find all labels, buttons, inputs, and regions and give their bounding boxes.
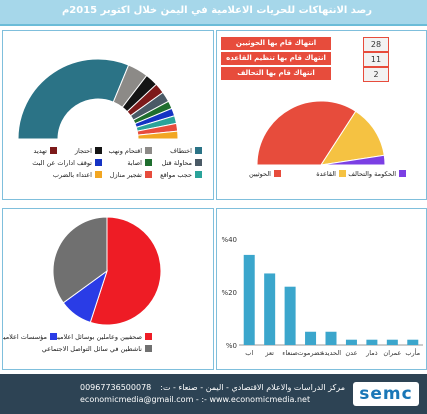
bar [305, 331, 317, 345]
bar [243, 254, 255, 345]
x-tick-label: حضرموت [297, 349, 323, 357]
bar [366, 339, 378, 345]
legend-label: اصابة [127, 159, 142, 167]
x-tick-label: الحديدة [321, 349, 341, 357]
legend-swatch [195, 171, 202, 178]
x-tick-label: تعز [264, 349, 274, 357]
half-pie-slice-1 [319, 110, 385, 166]
panel-governorates: %0 %20 %40 اب تعز صنعاء حضرموت الحديدة عدن ذمار عم… [216, 208, 427, 370]
legend-label: تهديد [34, 147, 48, 155]
legend-swatch [145, 345, 152, 352]
legend-swatch [95, 147, 102, 154]
legend-label: الحوثيين [249, 170, 271, 178]
pie-chart: صحفيين وعاملين بوسائل اعلامية مؤسسات اعلا… [0, 216, 162, 353]
legend-label: ناشطين في سائل التواصل الاجتماعي [42, 345, 142, 353]
bar [386, 339, 398, 345]
panel-perpetrators: الحوثيين القاعدة الحكومة والتحالف انتهاك ق… [216, 30, 427, 200]
title-bar: رصد الانتهاكات للحريات الاعلامية في اليم… [0, 0, 427, 26]
footer-phone: 00967736500078 [80, 383, 152, 392]
legend-label: توقف ادارات عن البث [32, 159, 92, 167]
bar [264, 273, 276, 345]
footer: semc مركز الدراسات والاعلام الاقتصادي - … [0, 374, 427, 414]
logo: semc [353, 382, 419, 406]
y-tick-label: %20 [221, 289, 237, 297]
perpetrator-badge-label: انتهاك قام بها تنظيم القاعده [221, 52, 331, 65]
footer-line-1: مركز الدراسات والاعلام الاقتصادي - اليمن… [160, 383, 345, 392]
legend-swatch [195, 147, 202, 154]
legend-swatch [145, 159, 152, 166]
legend-swatch [50, 147, 57, 154]
x-tick-label: اب [245, 349, 253, 357]
legend-swatch [399, 170, 406, 177]
legend-label: تفجير منازل [110, 171, 142, 179]
legend-label: صحفيين وعاملين بوسائل اعلامية [55, 333, 143, 341]
bar [325, 331, 337, 345]
bar [407, 339, 419, 345]
panel-violation-types: اختطاف اقتحام ونهب احتجاز تهديد محاولة قتل اص… [2, 30, 214, 200]
footer-line-2: economicmedia@gmail.com - :- www.economi… [80, 395, 311, 404]
perpetrator-badge-count: 28 [363, 37, 389, 52]
pie-slice-2 [52, 216, 108, 304]
legend-swatch [145, 147, 152, 154]
legend-swatch [274, 170, 281, 177]
panel-victims: صحفيين وعاملين بوسائل اعلامية مؤسسات اعلا… [0, 208, 214, 370]
legend-label: القاعدة [316, 170, 336, 178]
perpetrator-badge-count: 2 [363, 67, 389, 82]
legend-label: اعتداء بالضرب [53, 171, 92, 179]
legend-swatch [339, 170, 346, 177]
page-title: رصد الانتهاكات للحريات الاعلامية في اليم… [61, 5, 372, 16]
y-tick-label: %40 [221, 236, 237, 244]
x-tick-label: عدن [345, 349, 357, 357]
x-tick-label: ذمار [365, 349, 378, 357]
legend-label: مؤسسات اعلامية [3, 333, 47, 341]
legend-swatch [145, 171, 152, 178]
legend-label: اقتحام ونهب [109, 147, 143, 155]
half-pie-chart: الحوثيين القاعدة الحكومة والتحالف [249, 100, 406, 178]
donut-slice-0 [17, 58, 130, 140]
donut-slice-9 [137, 130, 179, 140]
bar [345, 339, 357, 345]
legend-swatch [195, 159, 202, 166]
x-tick-label: عمران [383, 349, 401, 357]
legend-label: محاولة قتل [162, 159, 192, 167]
legend-label: حجب مواقع [160, 171, 192, 179]
perpetrator-badge-count: 11 [363, 52, 389, 67]
pie-slice-0 [89, 216, 162, 326]
perpetrator-badge-label: انتهاك قام بها التحالف [221, 67, 331, 80]
half-pie-slice-2 [320, 154, 386, 166]
x-tick-label: صنعاء [282, 349, 298, 357]
legend-label: الحكومة والتحالف [348, 170, 396, 178]
bar [284, 286, 296, 345]
legend-swatch [95, 159, 102, 166]
legend-label: احتجاز [74, 147, 92, 155]
legend-label: اختطاف [170, 147, 192, 155]
legend-swatch [95, 171, 102, 178]
x-tick-label: مأرب [405, 348, 420, 357]
legend-swatch [50, 333, 57, 340]
perpetrator-badge-label: انتهاك قام بها الحوثيين [221, 37, 331, 50]
half-donut-chart: اختطاف اقتحام ونهب احتجاز تهديد محاولة قتل اص… [17, 58, 202, 179]
legend-swatch [145, 333, 152, 340]
y-tick-label: %0 [226, 342, 237, 350]
